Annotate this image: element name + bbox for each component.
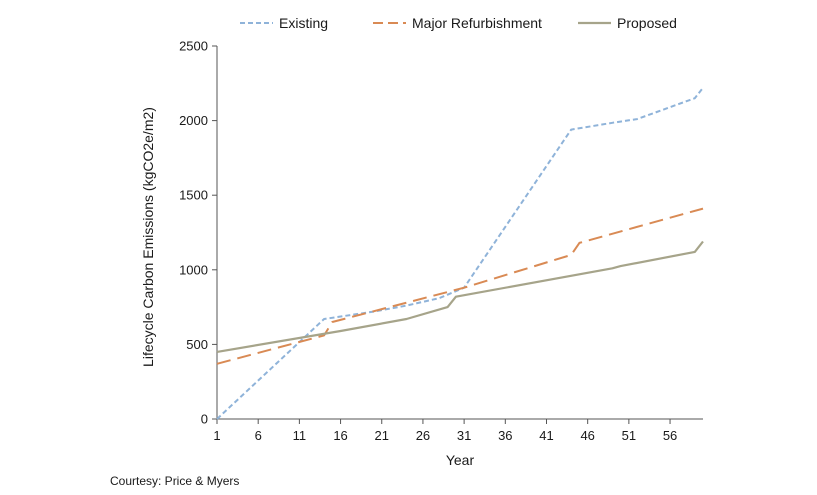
- y-tick-label: 500: [186, 337, 208, 352]
- series-line-proposed: [216, 240, 704, 353]
- x-tick-label: 46: [580, 428, 594, 443]
- x-tick-label: 11: [293, 428, 307, 443]
- legend-label-proposed: Proposed: [617, 15, 677, 31]
- x-tick-label: 31: [457, 428, 471, 443]
- x-tick-label: 26: [416, 428, 430, 443]
- legend-label-major-refurbishment: Major Refurbishment: [412, 15, 542, 31]
- series-line-major-refurbishment: [216, 207, 704, 365]
- series-line-existing: [216, 87, 704, 420]
- x-tick-label: 16: [333, 428, 347, 443]
- y-tick-label: 1500: [179, 188, 208, 203]
- x-tick-label: 56: [663, 428, 677, 443]
- x-tick-label: 51: [622, 428, 636, 443]
- x-tick-label: 41: [539, 428, 553, 443]
- legend: Existing Major Refurbishment Proposed: [240, 15, 677, 31]
- y-tick-label: 1000: [179, 262, 208, 277]
- y-tick-label: 0: [201, 412, 208, 427]
- x-tick-label: 1: [213, 428, 220, 443]
- legend-label-existing: Existing: [279, 15, 328, 31]
- y-tick-label: 2000: [179, 113, 208, 128]
- source-credit: Courtesy: Price & Myers: [110, 474, 240, 488]
- y-axis-title: Lifecycle Carbon Emissions (kgCO2e/m2): [140, 107, 156, 367]
- x-tick-label: 6: [255, 428, 262, 443]
- x-tick-label: 21: [375, 428, 389, 443]
- y-tick-label: 2500: [179, 39, 208, 54]
- x-tick-label: 36: [498, 428, 512, 443]
- series-layer: [216, 87, 704, 420]
- x-axis-title: Year: [446, 452, 475, 468]
